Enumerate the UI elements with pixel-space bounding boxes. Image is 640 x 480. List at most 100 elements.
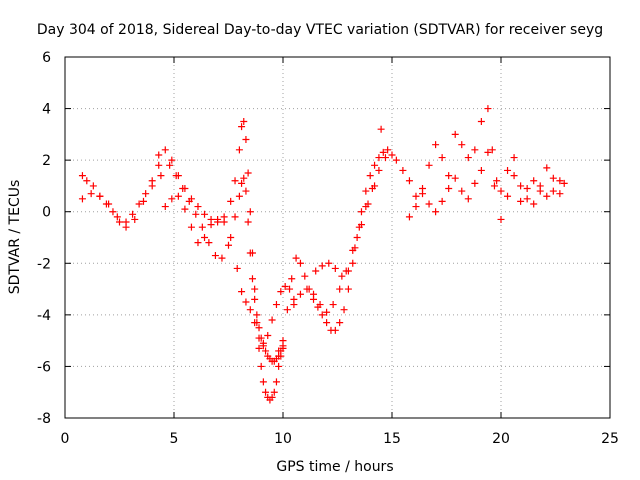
data-point bbox=[246, 306, 254, 314]
data-point bbox=[248, 275, 256, 283]
data-point bbox=[277, 288, 285, 296]
data-point bbox=[331, 326, 339, 334]
data-point bbox=[362, 187, 370, 195]
data-point bbox=[288, 275, 296, 283]
data-point bbox=[384, 146, 392, 154]
data-point bbox=[139, 197, 147, 205]
data-point bbox=[275, 347, 283, 355]
data-point bbox=[340, 306, 348, 314]
data-point bbox=[371, 182, 379, 190]
data-point bbox=[227, 234, 235, 241]
data-point bbox=[336, 285, 344, 293]
data-point bbox=[405, 213, 413, 221]
data-point bbox=[246, 249, 254, 257]
data-point bbox=[523, 185, 531, 193]
x-axis: 0 5 10 15 20 25 bbox=[61, 57, 619, 447]
series-track-b bbox=[78, 172, 165, 231]
data-point bbox=[83, 177, 91, 185]
data-point bbox=[412, 203, 420, 211]
data-point bbox=[246, 208, 254, 216]
data-point bbox=[148, 182, 156, 190]
series-track-d bbox=[166, 161, 287, 365]
series-track-i bbox=[392, 105, 568, 203]
data-point bbox=[377, 125, 385, 133]
data-point bbox=[174, 192, 182, 200]
data-point bbox=[451, 174, 459, 182]
data-point bbox=[116, 218, 123, 226]
data-point bbox=[318, 262, 326, 270]
data-point bbox=[364, 200, 372, 208]
x-axis-label: GPS time / hours bbox=[276, 459, 393, 475]
data-point bbox=[87, 190, 95, 198]
data-point bbox=[238, 179, 246, 187]
data-point bbox=[549, 174, 557, 182]
data-point bbox=[238, 288, 246, 296]
data-point bbox=[96, 192, 104, 200]
data-point bbox=[242, 298, 250, 306]
grid-lines bbox=[65, 57, 610, 418]
data-point bbox=[556, 190, 564, 198]
data-point bbox=[323, 319, 331, 327]
data-point bbox=[286, 285, 294, 293]
data-point bbox=[419, 190, 427, 198]
data-point bbox=[129, 210, 137, 218]
data-point bbox=[517, 197, 525, 205]
data-point bbox=[251, 319, 259, 327]
data-point bbox=[471, 146, 479, 154]
data-point bbox=[504, 192, 512, 200]
data-point bbox=[198, 223, 206, 231]
data-point bbox=[235, 146, 243, 154]
data-point bbox=[251, 295, 259, 303]
data-point bbox=[194, 239, 202, 247]
series-track-j bbox=[405, 148, 564, 223]
data-point bbox=[530, 200, 538, 208]
data-point bbox=[142, 190, 150, 198]
data-point bbox=[477, 166, 485, 174]
data-point bbox=[344, 267, 352, 275]
data-point bbox=[172, 172, 180, 180]
data-point bbox=[357, 208, 365, 216]
data-point bbox=[194, 203, 202, 211]
data-point bbox=[510, 154, 518, 162]
data-point bbox=[187, 223, 195, 231]
data-point bbox=[244, 169, 252, 177]
data-point bbox=[517, 182, 525, 190]
y-axis-label: SDTVAR / TECUs bbox=[7, 180, 23, 295]
data-point bbox=[290, 301, 298, 309]
data-point bbox=[458, 141, 466, 149]
data-point bbox=[166, 161, 174, 169]
data-point bbox=[89, 182, 97, 190]
y-tick-label: 2 bbox=[42, 153, 51, 169]
y-tick-label: 4 bbox=[42, 102, 51, 118]
data-point bbox=[351, 244, 359, 252]
data-point bbox=[484, 148, 492, 156]
x-tick-label: 10 bbox=[274, 431, 292, 447]
data-point bbox=[325, 259, 333, 267]
data-point bbox=[490, 182, 498, 190]
y-tick-label: 0 bbox=[42, 205, 51, 221]
data-point bbox=[255, 324, 263, 332]
data-point bbox=[510, 172, 518, 180]
data-point bbox=[231, 213, 239, 221]
data-point bbox=[109, 208, 117, 216]
data-point bbox=[225, 241, 232, 249]
y-tick-label: 6 bbox=[42, 50, 51, 66]
data-point bbox=[366, 172, 374, 180]
data-point bbox=[438, 154, 446, 162]
data-point bbox=[192, 210, 200, 218]
data-point bbox=[259, 339, 267, 347]
data-point bbox=[242, 136, 250, 144]
data-point bbox=[161, 146, 169, 154]
data-point bbox=[451, 130, 459, 138]
data-point bbox=[432, 141, 440, 149]
data-point bbox=[445, 172, 453, 180]
data-point bbox=[233, 264, 241, 272]
data-point bbox=[316, 301, 324, 309]
data-point bbox=[556, 177, 564, 185]
y-tick-label: -2 bbox=[37, 256, 51, 272]
x-tick-label: 0 bbox=[61, 431, 70, 447]
data-point bbox=[157, 172, 165, 180]
data-point bbox=[464, 154, 472, 162]
data-point bbox=[497, 187, 505, 195]
